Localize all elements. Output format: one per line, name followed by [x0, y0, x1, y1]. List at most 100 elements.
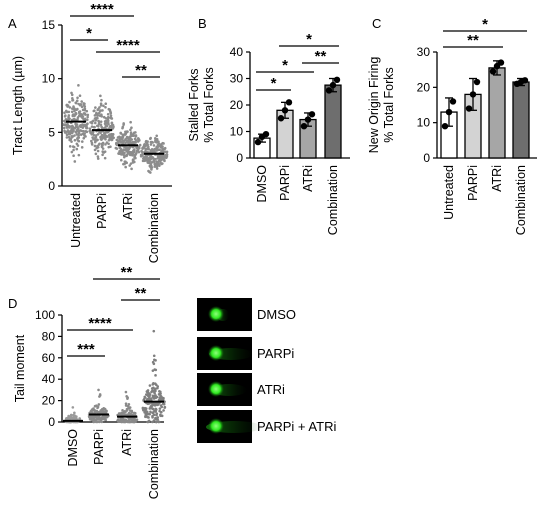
significance-label: ****	[90, 1, 114, 18]
data-point	[80, 140, 84, 143]
data-point	[80, 146, 84, 149]
panel-letter: B	[198, 16, 207, 31]
data-point	[79, 124, 82, 127]
data-point	[124, 390, 128, 394]
significance-label: *	[271, 75, 277, 92]
data-point	[127, 136, 131, 139]
data-point	[98, 109, 102, 113]
data-point	[157, 142, 161, 145]
data-point	[75, 99, 79, 103]
data-point	[107, 139, 111, 142]
data-point	[70, 91, 73, 95]
data-point	[129, 162, 133, 165]
data-point	[159, 392, 162, 395]
data-point	[134, 134, 138, 138]
data-point	[85, 124, 88, 128]
data-point	[149, 406, 153, 410]
data-point	[163, 405, 167, 409]
data-point	[118, 412, 122, 416]
data-point	[104, 102, 108, 106]
data-point	[156, 154, 160, 157]
data-point	[142, 407, 146, 411]
data-point	[150, 168, 153, 171]
significance-label: **	[121, 264, 133, 281]
panel-c: C 0 10 20 30 New Origin Firing% Total Forks Un…	[367, 16, 537, 235]
data-point	[122, 153, 125, 157]
y-tick-label: 10	[42, 72, 56, 86]
y-tick-label: 80	[42, 329, 56, 343]
data-point	[122, 411, 125, 415]
data-point	[76, 116, 80, 119]
data-point	[129, 128, 132, 132]
data-point	[76, 96, 79, 100]
data-point	[128, 420, 131, 424]
data-point	[110, 124, 114, 127]
data-point	[149, 154, 153, 157]
data-point	[132, 132, 135, 136]
data-point	[75, 147, 79, 151]
data-point	[105, 141, 109, 144]
data-point	[154, 417, 158, 421]
data-point	[74, 101, 78, 105]
data-point	[79, 103, 82, 107]
data-point	[78, 111, 81, 115]
data-point	[115, 141, 118, 145]
data-point	[144, 413, 147, 417]
y-tick-label: 10	[417, 116, 431, 130]
significance-label: *	[282, 57, 288, 74]
data-point	[97, 411, 100, 414]
data-point	[85, 109, 89, 113]
data-point	[133, 417, 137, 421]
data-point	[109, 114, 113, 117]
data-point	[96, 108, 100, 112]
data-point	[121, 140, 124, 143]
data-point	[147, 394, 150, 397]
data-point	[110, 121, 114, 125]
data-point	[159, 404, 163, 407]
data-point	[66, 130, 70, 133]
data-point	[84, 129, 88, 133]
data-point	[97, 417, 100, 421]
data-point	[102, 134, 106, 138]
data-point	[65, 124, 69, 128]
data-point	[124, 418, 127, 421]
data-point	[95, 420, 99, 424]
data-point	[78, 114, 82, 118]
data-point	[77, 153, 81, 157]
data-point	[97, 119, 100, 123]
data-point	[127, 405, 130, 408]
data-point	[70, 150, 74, 154]
data-point	[101, 417, 104, 421]
data-point	[70, 124, 74, 128]
category-label: PARPi	[92, 429, 106, 465]
data-point	[62, 126, 66, 130]
data-point	[96, 155, 100, 158]
data-point	[154, 408, 158, 411]
y-axis-label: New Origin Firing	[367, 57, 381, 154]
data-point	[88, 129, 91, 133]
data-point	[67, 414, 70, 418]
data-point	[130, 134, 134, 137]
data-point	[97, 388, 100, 392]
replicate-point	[497, 59, 505, 66]
data-point	[130, 410, 134, 414]
data-point	[72, 105, 75, 108]
data-point	[86, 113, 90, 117]
y-axis-label: Tract Length (µm)	[11, 56, 25, 155]
category-label: Untreated	[69, 193, 83, 248]
replicate-point	[333, 76, 341, 84]
data-point	[100, 133, 104, 137]
data-point	[158, 396, 162, 400]
data-point	[65, 136, 69, 139]
data-point	[80, 100, 83, 103]
comet-label: PARPi + ATRi	[257, 419, 336, 434]
data-point	[104, 143, 107, 146]
data-point	[152, 149, 156, 152]
y-tick-label: 60	[42, 351, 56, 365]
data-point	[127, 138, 130, 141]
replicate-point	[300, 123, 308, 130]
data-point	[144, 140, 148, 144]
y-tick-label: 30	[230, 72, 244, 86]
replicate-point	[441, 123, 449, 130]
